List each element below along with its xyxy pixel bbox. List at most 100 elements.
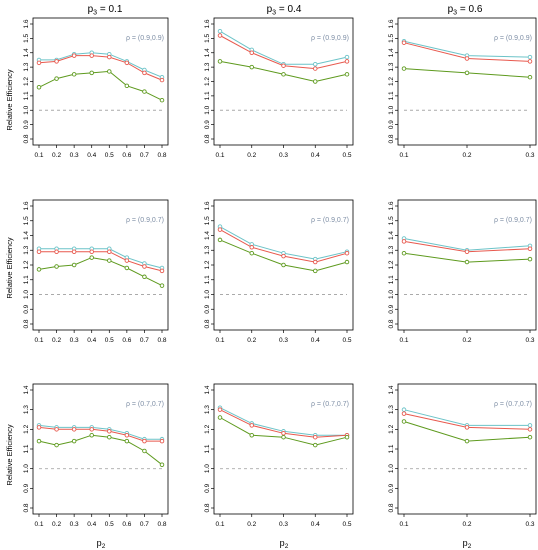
series-2-line xyxy=(38,426,162,442)
series-3-point xyxy=(71,438,77,444)
series-3-point xyxy=(71,262,77,268)
series-1-point xyxy=(217,28,223,34)
y-tick-label: 0.9 xyxy=(204,120,211,129)
y-tick-label: 1.2 xyxy=(204,77,211,86)
x-tick-label: 0.5 xyxy=(342,521,351,528)
y-axis-label-row-3: Relative Efficiency xyxy=(5,424,14,485)
y-tick-label: 1.4 xyxy=(204,48,211,57)
series-3-point xyxy=(401,419,407,424)
series-2-point xyxy=(54,249,59,254)
series-2-point xyxy=(36,249,42,254)
x-tick-label: 0.1 xyxy=(215,337,224,344)
series-2-point xyxy=(344,59,350,64)
y-tick-label: 0.8 xyxy=(23,319,30,328)
x-tick-label: 0.2 xyxy=(247,521,256,528)
series-1-point xyxy=(401,407,407,412)
y-tick-label: 1.0 xyxy=(204,464,211,473)
series-1-point xyxy=(527,423,533,428)
series-1-point xyxy=(344,54,350,60)
y-tick-label: 0.9 xyxy=(388,120,395,129)
series-2-point xyxy=(281,253,286,259)
y-tick-label: 1.2 xyxy=(388,77,395,86)
series-3-line xyxy=(38,434,163,466)
series-3-point xyxy=(527,256,533,262)
x-tick-label: 0.1 xyxy=(215,152,224,159)
series-2-point xyxy=(344,250,350,256)
x-tick-label: 0.5 xyxy=(105,152,114,159)
series-2-point xyxy=(527,427,533,432)
series-3-point xyxy=(464,70,470,76)
x-tick-label: 0.5 xyxy=(105,337,114,344)
x-tick-label: 0.4 xyxy=(311,337,320,344)
series-3-point xyxy=(36,438,42,444)
y-axis-label-row-1: Relative Efficiency xyxy=(5,69,14,130)
y-tick-label: 1.5 xyxy=(204,33,211,42)
y-tick-label: 1.2 xyxy=(23,424,30,433)
y-tick-label: 1.5 xyxy=(388,216,395,225)
y-tick-label: 1.3 xyxy=(23,62,30,71)
y-tick-label: 1.4 xyxy=(388,48,395,57)
panel-r3-c3: 0.8 0.9 1.0 1.1 1.2 1.3 1.4 0.1 0.2 0.3 ρ = (0.7,0… xyxy=(388,383,537,528)
y-tick-label: 0.8 xyxy=(23,134,30,143)
series-3-point xyxy=(249,64,254,70)
x-tick-label: 0.3 xyxy=(525,152,534,159)
y-tick-label: 1.6 xyxy=(204,19,211,28)
y-tick-label: 1.1 xyxy=(204,91,211,100)
series-2-point xyxy=(124,60,130,66)
series-3-point xyxy=(54,76,59,81)
series-2-point xyxy=(36,425,42,430)
series-3-point xyxy=(464,438,470,444)
panel-r2-c1: 0.8 0.9 1.0 1.1 1.2 1.3 1.4 1.5 1.6 0.1 0.2 0.3 0.4 0… xyxy=(23,199,169,344)
series-3-point xyxy=(527,74,533,80)
series-3-point xyxy=(142,89,147,94)
series-3-point xyxy=(142,448,147,454)
series-3-line xyxy=(38,257,163,287)
y-tick-label: 1.4 xyxy=(204,231,211,240)
series-2-point xyxy=(142,264,147,269)
series-2-point xyxy=(249,423,254,428)
series-3-point xyxy=(344,72,350,77)
y-tick-label: 1.1 xyxy=(23,444,30,453)
x-tick-label: 0.2 xyxy=(462,521,471,528)
y-tick-label: 0.9 xyxy=(204,304,211,313)
series-2-point xyxy=(313,259,318,265)
series-2-point xyxy=(159,77,165,83)
x-tick-label: 0.2 xyxy=(52,152,61,159)
y-tick-label: 1.4 xyxy=(388,231,395,240)
series-2-point xyxy=(217,227,223,232)
x-tick-label: 0.2 xyxy=(462,152,471,159)
y-tick-label: 1.6 xyxy=(388,201,395,210)
series-3-point xyxy=(401,250,407,256)
x-tick-label: 0.3 xyxy=(70,337,79,344)
y-tick-label: 1.1 xyxy=(388,275,395,284)
y-tick-label: 1.0 xyxy=(204,105,211,114)
series-2-point xyxy=(89,53,94,58)
series-3-line xyxy=(38,70,163,101)
y-tick-label: 1.2 xyxy=(388,424,395,433)
y-tick-label: 1.1 xyxy=(204,275,211,284)
series-1-line xyxy=(39,52,163,78)
x-tick-label: 0.2 xyxy=(52,337,61,344)
y-tick-label: 1.3 xyxy=(388,62,395,71)
y-tick-label: 0.9 xyxy=(23,483,30,492)
y-tick-label: 1.2 xyxy=(23,260,30,269)
series-3-point xyxy=(54,442,59,448)
y-tick-label: 1.3 xyxy=(388,405,395,414)
y-tick-label: 1.2 xyxy=(23,77,30,86)
y-tick-label: 1.3 xyxy=(388,245,395,254)
series-2-point xyxy=(313,66,318,71)
series-3-point xyxy=(313,79,318,84)
y-tick-label: 0.9 xyxy=(23,304,30,313)
series-2-point xyxy=(313,434,318,440)
series-2-line xyxy=(38,55,163,81)
series-2-point xyxy=(281,63,286,68)
series-2-point xyxy=(124,258,130,263)
series-2-point xyxy=(71,53,77,58)
series-3-point xyxy=(107,258,112,263)
series-3-point xyxy=(344,259,350,265)
rho-annotation: ρ = (0.7,0.7) xyxy=(494,401,532,408)
series-3-point xyxy=(159,462,165,467)
x-tick-label: 0.4 xyxy=(87,521,96,528)
x-tick-label: 0.3 xyxy=(279,337,288,344)
x-tick-label: 0.6 xyxy=(122,337,131,344)
